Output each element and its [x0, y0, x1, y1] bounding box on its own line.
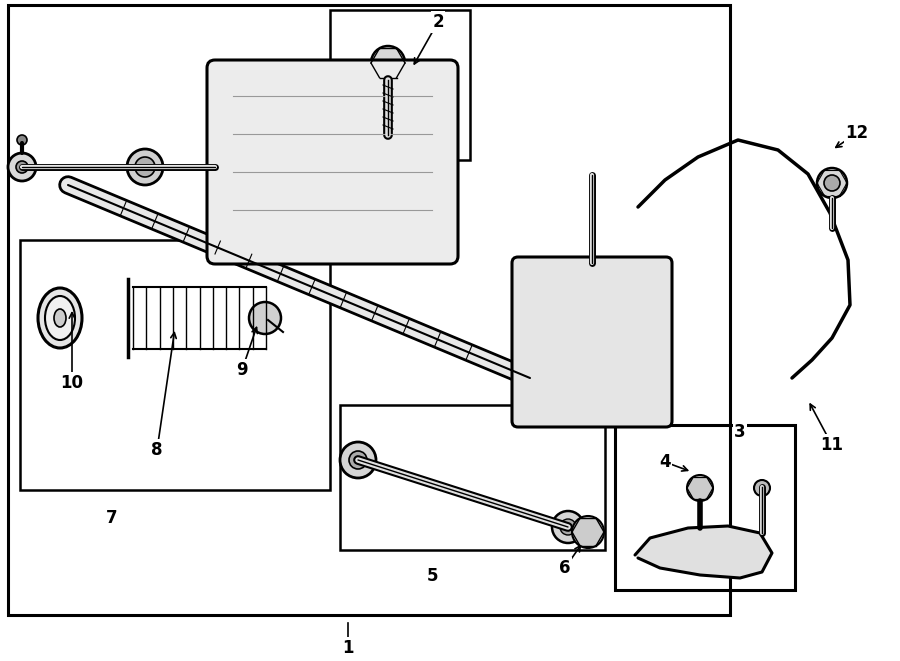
Circle shape: [824, 175, 840, 191]
Circle shape: [340, 442, 376, 478]
Ellipse shape: [45, 296, 75, 340]
Text: 8: 8: [151, 441, 163, 459]
Text: 11: 11: [821, 436, 843, 454]
Bar: [8, 5, 730, 615]
Circle shape: [236, 214, 264, 242]
Circle shape: [408, 89, 422, 103]
Text: 1: 1: [342, 639, 354, 657]
Circle shape: [754, 480, 770, 496]
Circle shape: [560, 519, 576, 535]
Bar: [20, 240, 330, 490]
Circle shape: [401, 214, 429, 242]
Circle shape: [401, 82, 429, 110]
Text: 4: 4: [659, 453, 670, 471]
Circle shape: [17, 135, 27, 145]
Ellipse shape: [38, 288, 82, 348]
Text: 7: 7: [106, 509, 118, 527]
Circle shape: [8, 153, 36, 181]
Circle shape: [817, 168, 847, 198]
Bar: [340, 405, 605, 550]
Text: 9: 9: [236, 361, 248, 379]
Circle shape: [16, 161, 28, 173]
Circle shape: [349, 451, 367, 469]
Circle shape: [572, 516, 604, 548]
Circle shape: [243, 89, 257, 103]
Circle shape: [249, 302, 281, 334]
Circle shape: [687, 475, 713, 501]
Text: 12: 12: [845, 124, 868, 142]
Circle shape: [127, 149, 163, 185]
Text: 5: 5: [427, 567, 437, 585]
Circle shape: [530, 388, 556, 414]
Circle shape: [408, 221, 422, 235]
Bar: [615, 425, 795, 590]
Text: 10: 10: [60, 374, 84, 392]
Polygon shape: [635, 526, 772, 578]
Circle shape: [236, 82, 264, 110]
Bar: [330, 10, 470, 160]
FancyBboxPatch shape: [512, 257, 672, 427]
Circle shape: [135, 157, 155, 177]
Circle shape: [371, 46, 405, 80]
Circle shape: [548, 297, 636, 385]
Text: 2: 2: [432, 13, 444, 31]
Circle shape: [565, 314, 619, 368]
FancyBboxPatch shape: [207, 60, 458, 264]
Circle shape: [628, 388, 654, 414]
Ellipse shape: [54, 309, 66, 327]
Circle shape: [243, 221, 257, 235]
Circle shape: [552, 511, 584, 543]
Text: 3: 3: [734, 423, 746, 441]
Text: 6: 6: [559, 559, 571, 577]
